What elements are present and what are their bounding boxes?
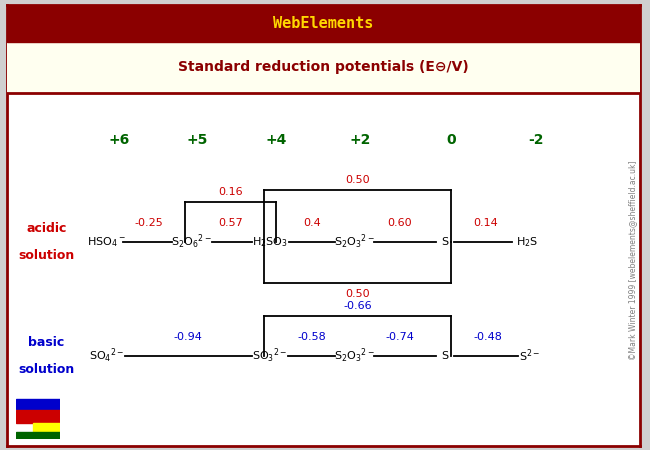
Text: 0.4: 0.4 xyxy=(304,218,321,228)
Text: -0.58: -0.58 xyxy=(298,332,326,342)
Text: 0.16: 0.16 xyxy=(218,187,243,197)
Text: +4: +4 xyxy=(265,133,287,147)
Text: SO$_3$$^{2-}$: SO$_3$$^{2-}$ xyxy=(252,347,287,365)
Text: S: S xyxy=(441,237,448,247)
Text: WebElements: WebElements xyxy=(273,16,374,31)
Text: ©Mark Winter 1999 [webelements@sheffield.ac.uk]: ©Mark Winter 1999 [webelements@sheffield… xyxy=(628,161,637,360)
Text: solution: solution xyxy=(18,363,74,376)
Text: +6: +6 xyxy=(108,133,129,147)
Text: 0.60: 0.60 xyxy=(387,218,412,228)
Text: -0.94: -0.94 xyxy=(174,332,203,342)
Text: S$^{2-}$: S$^{2-}$ xyxy=(519,348,541,365)
Text: +5: +5 xyxy=(187,133,208,147)
Text: H$_2$SO$_3$: H$_2$SO$_3$ xyxy=(252,235,288,249)
Text: acidic: acidic xyxy=(26,222,66,235)
Text: S: S xyxy=(441,351,448,361)
Text: 0.50: 0.50 xyxy=(345,176,370,185)
Bar xyxy=(6,4,640,42)
Text: SO$_4$$^{2-}$: SO$_4$$^{2-}$ xyxy=(89,347,124,365)
Text: 0: 0 xyxy=(447,133,456,147)
Text: +2: +2 xyxy=(350,133,371,147)
Text: -0.48: -0.48 xyxy=(473,332,502,342)
Text: HSO$_4$$^-$: HSO$_4$$^-$ xyxy=(87,235,126,249)
Text: -0.74: -0.74 xyxy=(385,332,414,342)
Text: -0.25: -0.25 xyxy=(135,218,163,228)
Text: 0.14: 0.14 xyxy=(474,218,499,228)
Text: basic: basic xyxy=(28,336,64,349)
Text: -2: -2 xyxy=(528,133,543,147)
Text: Standard reduction potentials (E⊖/V): Standard reduction potentials (E⊖/V) xyxy=(178,60,469,74)
Text: solution: solution xyxy=(18,249,74,262)
Text: 0.57: 0.57 xyxy=(218,218,243,228)
Bar xyxy=(33,423,60,436)
Text: S$_2$O$_6$$^{2-}$: S$_2$O$_6$$^{2-}$ xyxy=(171,233,212,251)
Text: S$_2$O$_3$$^{2-}$: S$_2$O$_3$$^{2-}$ xyxy=(334,233,375,251)
Bar xyxy=(16,410,60,423)
Text: -0.66: -0.66 xyxy=(343,301,372,311)
Text: 0.50: 0.50 xyxy=(345,288,370,298)
Bar xyxy=(16,400,60,409)
Text: S$_2$O$_3$$^{2-}$: S$_2$O$_3$$^{2-}$ xyxy=(334,347,375,365)
Bar xyxy=(16,432,60,439)
Bar xyxy=(6,42,640,93)
Text: H$_2$S: H$_2$S xyxy=(515,235,538,249)
